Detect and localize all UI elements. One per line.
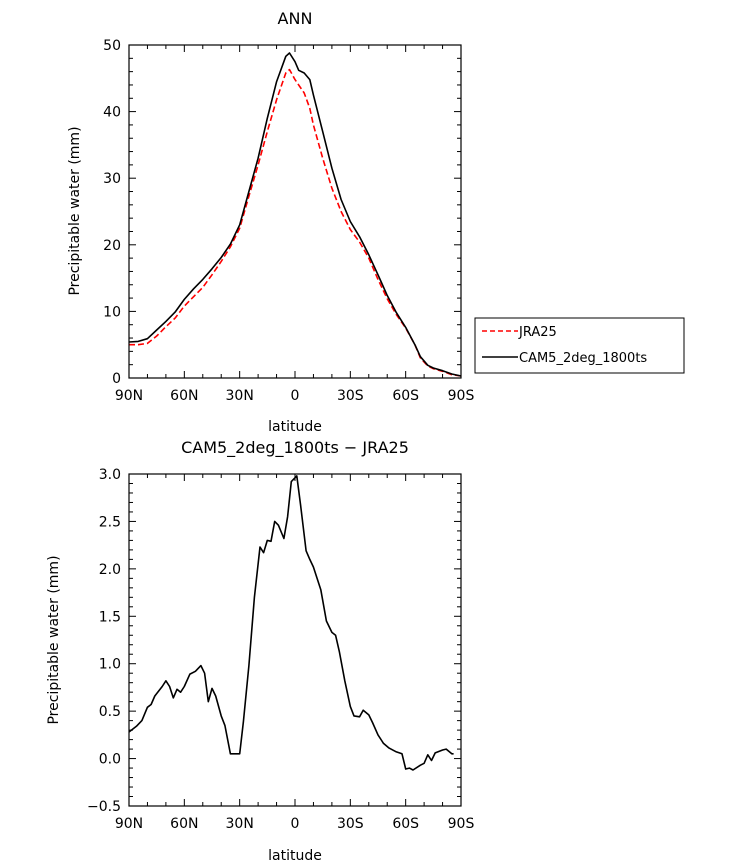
chart-top: ANN Precipitable water (mm) latitude 90N… [67, 9, 474, 435]
x-tick-label: 60N [170, 388, 198, 404]
y-axis-label: Precipitable water (mm) [67, 126, 83, 295]
x-axis-label: latitude [268, 848, 322, 864]
plot-frame [128, 473, 462, 807]
plot-frame [128, 44, 462, 379]
legend-label-cam5: CAM5_2deg_1800ts [519, 351, 647, 366]
y-tick-label: 2.5 [99, 514, 121, 530]
x-tick-label: 90S [448, 816, 475, 832]
series-line-cam5-2deg-1800ts [128, 52, 462, 377]
y-tick-label: 1.0 [99, 657, 121, 673]
y-tick-label: 0.0 [99, 752, 121, 768]
x-tick-label: 90S [448, 388, 475, 404]
x-tick-label: 60S [392, 816, 419, 832]
y-axis-label: Precipitable water (mm) [46, 555, 62, 724]
y-tick-label: 40 [103, 105, 121, 121]
series-lines [128, 52, 462, 377]
axis-ticks: 90N 60N 30N 0 30S 60S 90S 0 10 20 30 40 50 [103, 38, 474, 404]
series-lines [128, 475, 454, 771]
x-tick-label: 0 [291, 816, 300, 832]
x-tick-label: 30N [226, 388, 254, 404]
chart-title: ANN [278, 9, 313, 28]
x-tick-label: 30S [337, 816, 364, 832]
legend-label-jra25: JRA25 [518, 325, 557, 340]
x-tick-label: 0 [291, 388, 300, 404]
chart-bottom: CAM5_2deg_1800ts − JRA25 Precipitable wa… [46, 438, 474, 864]
y-tick-label: 0 [112, 371, 121, 387]
y-tick-label: 0.5 [99, 704, 121, 720]
chart-title: CAM5_2deg_1800ts − JRA25 [181, 438, 409, 458]
y-tick-label: 20 [103, 238, 121, 254]
y-tick-label: 1.5 [99, 609, 121, 625]
y-tick-label: 30 [103, 171, 121, 187]
x-axis-label: latitude [268, 419, 322, 435]
x-tick-label: 90N [115, 388, 143, 404]
x-tick-label: 30N [226, 816, 254, 832]
legend-box [474, 317, 685, 374]
x-tick-label: 90N [115, 816, 143, 832]
axis-ticks: 90N 60N 30N 0 30S 60S 90S −0.5 0.0 0.5 1.0 1.5 2.0 2.… [87, 467, 474, 832]
x-tick-label: 60S [392, 388, 419, 404]
x-tick-label: 30S [337, 388, 364, 404]
y-tick-label: 2.0 [99, 562, 121, 578]
y-tick-label: −0.5 [87, 799, 121, 815]
y-tick-label: 50 [103, 38, 121, 54]
legend: JRA25 CAM5_2deg_1800ts [474, 317, 685, 374]
series-line-1 [128, 475, 454, 771]
series-line-jra25 [129, 68, 462, 377]
y-tick-label: 10 [103, 304, 121, 320]
y-tick-label: 3.0 [99, 467, 121, 483]
x-tick-label: 60N [170, 816, 198, 832]
